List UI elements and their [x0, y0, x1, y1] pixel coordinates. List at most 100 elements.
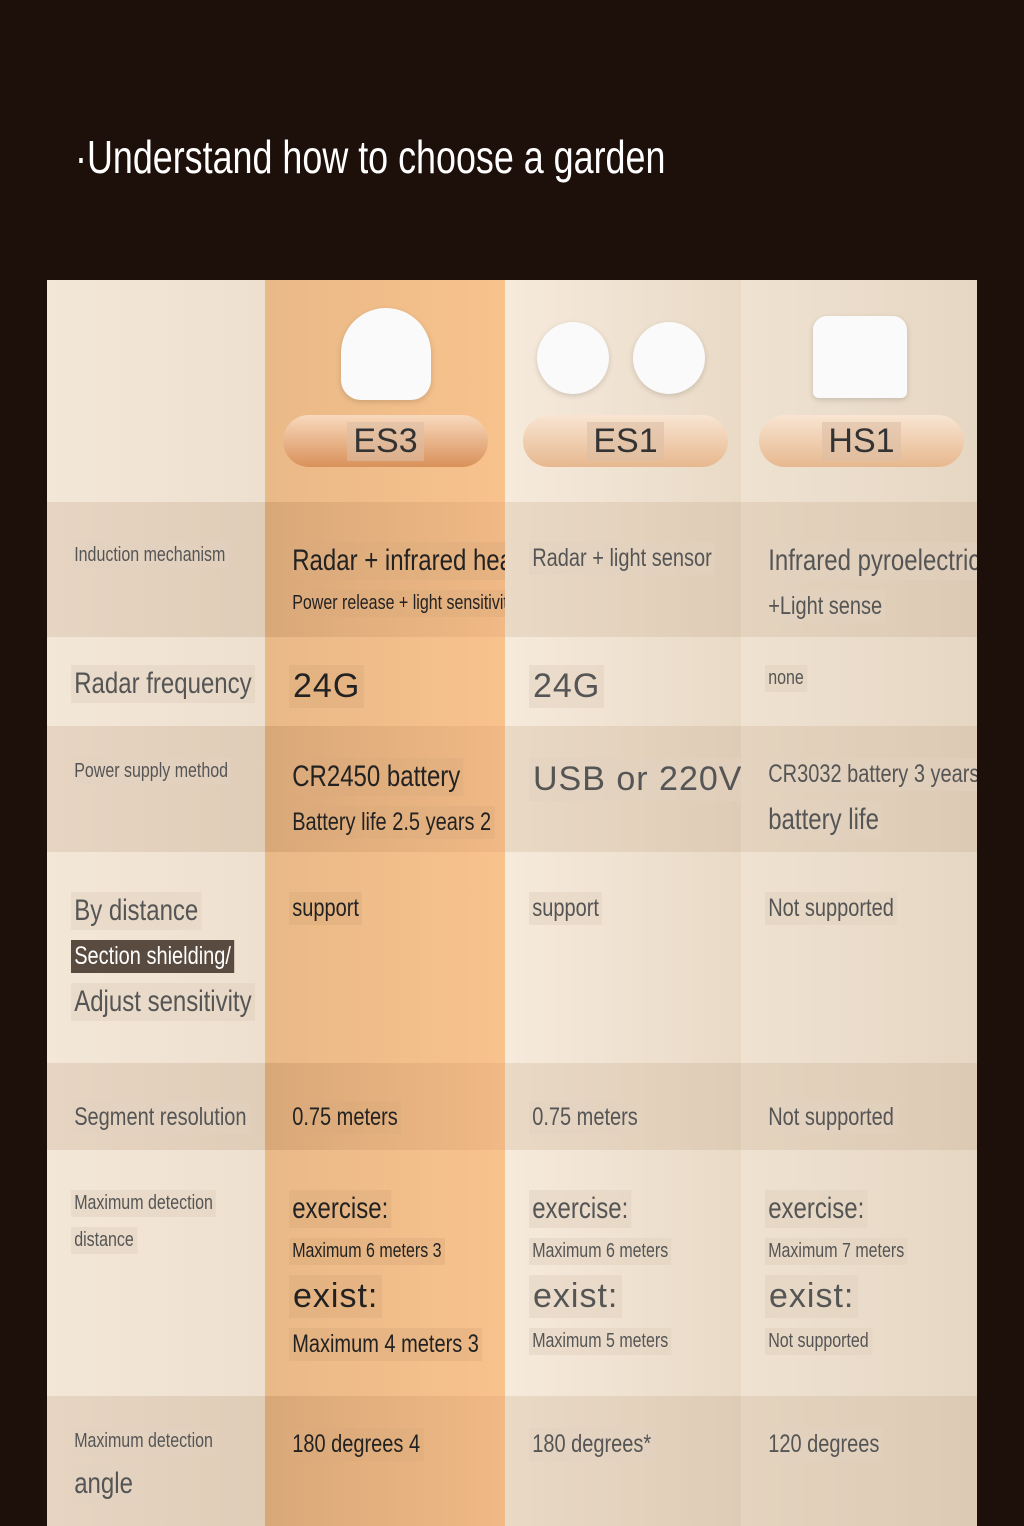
- es3-value-cell: Radar + infrared heat Power release + lig…: [265, 502, 505, 637]
- cell-value: 120 degrees: [765, 1428, 883, 1461]
- cell-line-wrap: Maximum detection: [71, 1190, 265, 1217]
- cell-line-wrap: Radar frequency: [71, 665, 265, 703]
- hs1-value-cell: Not supported: [741, 1063, 977, 1150]
- cell-line-wrap: USB or 220V: [529, 758, 741, 801]
- cell-value: exercise:: [289, 1190, 392, 1228]
- es3-value-cell: 180 degrees 4: [265, 1396, 505, 1526]
- cell-line-wrap: battery life: [765, 801, 977, 839]
- cell-value: battery life: [765, 801, 883, 839]
- cell-line-wrap: Maximum detection: [71, 1428, 265, 1455]
- hs1-value-cell: 120 degrees: [741, 1396, 977, 1526]
- comparison-table: ES3 ES1 HS1 Induction mechanism Radar + i…: [47, 280, 977, 1526]
- es1-value-cell: 0.75 meters: [505, 1063, 741, 1150]
- cell-line-wrap: exist:: [529, 1275, 741, 1318]
- es1-value-cell: support: [505, 852, 741, 1063]
- row-label: Induction mechanism: [71, 542, 229, 569]
- cell-value: +Light sense: [765, 590, 886, 623]
- cell-line-wrap: Not supported: [765, 1101, 977, 1134]
- cell-value: Maximum 4 meters 3: [289, 1328, 483, 1361]
- cell-value: support: [289, 892, 363, 925]
- cell-line-wrap: none: [765, 665, 977, 692]
- cell-line-wrap: exist:: [289, 1275, 505, 1318]
- cell-value: USB or 220V: [529, 758, 741, 801]
- es1-value-cell: exercise: Maximum 6 meters exist: Maximum 5…: [505, 1150, 741, 1396]
- cell-value: none: [765, 665, 807, 692]
- es3-value-cell: exercise: Maximum 6 meters 3 exist: Maximum…: [265, 1150, 505, 1396]
- es3-value-cell: 0.75 meters: [265, 1063, 505, 1150]
- cell-line-wrap: Section shielding/: [71, 940, 265, 973]
- hs1-value-cell: none: [741, 637, 977, 726]
- cell-line-wrap: Adjust sensitivity: [71, 983, 265, 1021]
- es3-value-cell: support: [265, 852, 505, 1063]
- cell-line-wrap: support: [289, 892, 505, 925]
- cell-value: 0.75 meters: [289, 1101, 402, 1134]
- row-label-cell: Power supply method: [47, 726, 265, 852]
- cell-line-wrap: Maximum 6 meters: [529, 1238, 741, 1265]
- cell-line-wrap: 180 degrees 4: [289, 1428, 505, 1461]
- cell-value: support: [529, 892, 603, 925]
- cell-line-wrap: 0.75 meters: [289, 1101, 505, 1134]
- cell-value: Not supported: [765, 1101, 898, 1134]
- cell-line-wrap: Maximum 5 meters: [529, 1328, 741, 1355]
- row-label: angle: [71, 1465, 137, 1503]
- cell-line-wrap: Maximum 6 meters 3: [289, 1238, 505, 1265]
- row-label: Adjust sensitivity: [71, 983, 255, 1021]
- product-hs1: HS1: [741, 280, 977, 502]
- row-label-cell: By distance Section shielding/Adjust sens…: [47, 852, 265, 1063]
- cell-value: 24G: [289, 665, 365, 708]
- hs1-value-cell: Infrared pyroelectric +Light sense: [741, 502, 977, 637]
- cell-value: exist:: [529, 1275, 623, 1318]
- cell-line-wrap: exercise:: [289, 1190, 505, 1228]
- cell-line-wrap: 180 degrees*: [529, 1428, 741, 1461]
- cell-line-wrap: Battery life 2.5 years 2: [289, 806, 505, 839]
- row-label: Maximum detection: [71, 1190, 217, 1217]
- row-label: Segment resolution: [71, 1101, 250, 1134]
- cell-line-wrap: 120 degrees: [765, 1428, 977, 1461]
- cell-line-wrap: distance: [71, 1227, 265, 1254]
- cell-value: Infrared pyroelectric: [765, 542, 977, 580]
- cell-line-wrap: Not supported: [765, 892, 977, 925]
- cell-value: Maximum 5 meters: [529, 1328, 672, 1355]
- cell-line-wrap: Power supply method: [71, 758, 265, 785]
- product-es1: ES1: [505, 280, 741, 502]
- cell-line-wrap: Radar + infrared heat: [289, 542, 505, 580]
- row-label-cell: Segment resolution: [47, 1063, 265, 1150]
- row-label-cell: Radar frequency: [47, 637, 265, 726]
- es3-value-cell: 24G: [265, 637, 505, 726]
- cell-value: CR3032 battery 3 years: [765, 758, 977, 791]
- header-empty: [47, 280, 265, 502]
- cell-line-wrap: Segment resolution: [71, 1101, 265, 1134]
- cell-value: exist:: [765, 1275, 859, 1318]
- hs1-value-cell: CR3032 battery 3 years battery life: [741, 726, 977, 852]
- cell-line-wrap: Induction mechanism: [71, 542, 265, 569]
- cell-line-wrap: Not supported: [765, 1328, 977, 1355]
- cell-line-wrap: CR2450 battery: [289, 758, 505, 796]
- cell-line-wrap: angle: [71, 1465, 265, 1503]
- es1-device-image-2: [633, 322, 705, 394]
- cell-value: Maximum 7 meters: [765, 1238, 908, 1265]
- cell-line-wrap: +Light sense: [765, 590, 977, 623]
- cell-value: Not supported: [765, 1328, 872, 1355]
- cell-line-wrap: 0.75 meters: [529, 1101, 741, 1134]
- cell-line-wrap: Infrared pyroelectric: [765, 542, 977, 580]
- cell-line-wrap: By distance: [71, 892, 265, 930]
- cell-line-wrap: 24G: [289, 665, 505, 708]
- row-label: distance: [71, 1227, 137, 1254]
- es1-device-image: [537, 322, 609, 394]
- row-label: Section shielding/: [71, 940, 235, 973]
- cell-line-wrap: exist:: [765, 1275, 977, 1318]
- cell-line-wrap: exercise:: [529, 1190, 741, 1228]
- es3-label-pill: ES3: [283, 415, 488, 467]
- cell-line-wrap: Maximum 4 meters 3: [289, 1328, 505, 1361]
- es3-device-image: [341, 308, 431, 400]
- row-label-cell: Maximum detection angle: [47, 1396, 265, 1526]
- es1-label-pill: ES1: [523, 415, 728, 467]
- cell-value: Maximum 6 meters: [529, 1238, 672, 1265]
- cell-value: Radar + infrared heat: [289, 542, 505, 580]
- cell-line-wrap: Power release + light sensitivity: [289, 590, 505, 617]
- es1-value-cell: 24G: [505, 637, 741, 726]
- hs1-value-cell: Not supported: [741, 852, 977, 1063]
- row-label: Radar frequency: [71, 665, 255, 703]
- cell-value: 24G: [529, 665, 605, 708]
- cell-line-wrap: Radar + light sensor: [529, 542, 741, 575]
